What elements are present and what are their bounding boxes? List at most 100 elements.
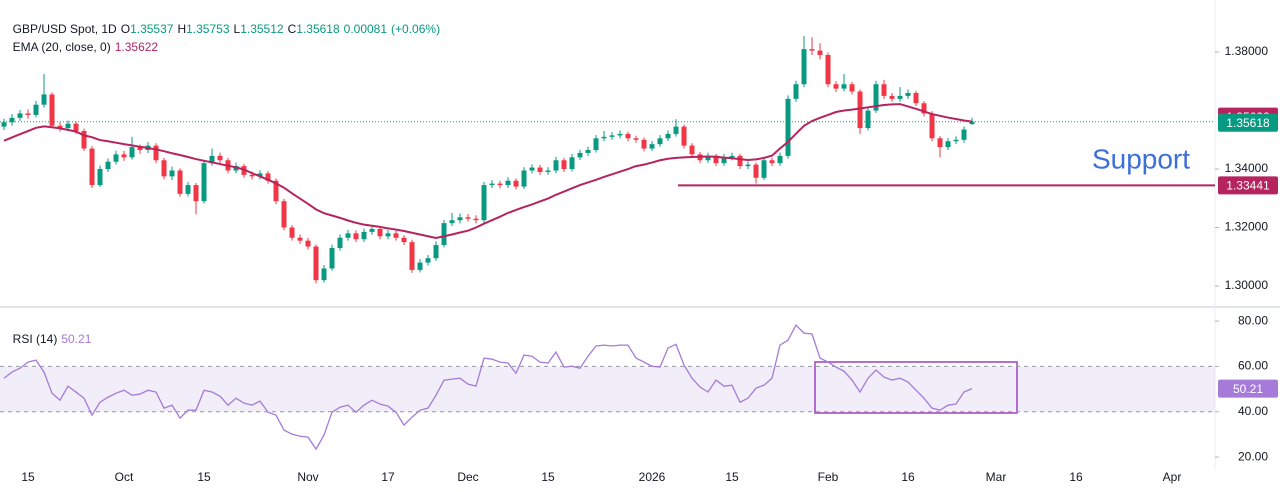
candle-body — [401, 237, 407, 243]
x-tick-label: 15 — [725, 470, 739, 484]
candle-body — [649, 144, 655, 149]
candle-body — [953, 139, 959, 142]
candle-body — [169, 170, 175, 177]
x-tick-label: Nov — [297, 470, 318, 484]
candle-body — [105, 161, 111, 170]
candle-body — [593, 138, 599, 151]
candle-body — [329, 247, 335, 269]
candle-body — [641, 139, 647, 149]
change-value: 0.00081 — [343, 22, 388, 36]
candle-body — [793, 84, 799, 99]
candle-body — [153, 145, 159, 161]
candle-body — [713, 155, 719, 164]
candle-body — [561, 160, 567, 170]
candle-body — [497, 183, 503, 186]
x-tick-label: 16 — [1069, 470, 1083, 484]
candle-body — [633, 138, 639, 140]
price-label: 50.21 — [1233, 382, 1263, 396]
close-value: 1.35618 — [296, 22, 340, 36]
candle-body — [1, 122, 7, 127]
x-tick-label: Oct — [115, 470, 134, 484]
candle-body — [529, 167, 535, 171]
candle-body — [521, 170, 527, 187]
candle-body — [33, 104, 39, 115]
candle-body — [809, 49, 815, 51]
candle-body — [217, 155, 223, 161]
rsi-name: RSI (14) — [12, 332, 58, 346]
candle-body — [249, 174, 255, 177]
candle-body — [345, 233, 351, 238]
price-label-bg — [1218, 379, 1278, 398]
candle-body — [825, 54, 831, 85]
candle-body — [289, 227, 295, 238]
rsi-band — [0, 366, 1215, 412]
candle-body — [489, 183, 495, 186]
candle-body — [417, 262, 423, 270]
candle-body — [873, 84, 879, 111]
x-tick-label: 15 — [21, 470, 35, 484]
candle-body — [273, 180, 279, 202]
symbol: GBP/USD Spot, 1D — [12, 22, 117, 36]
candle-body — [337, 237, 343, 248]
candle-body — [121, 154, 127, 158]
candle-body — [937, 138, 943, 148]
rsi-value: 50.21 — [61, 332, 92, 346]
candle-body — [473, 218, 479, 221]
candle-body — [817, 50, 823, 55]
y-tick-label: 1.34000 — [1225, 161, 1269, 175]
candle-body — [97, 169, 103, 186]
candle-body — [505, 180, 511, 186]
candle-body — [769, 160, 775, 164]
candle-body — [801, 49, 807, 85]
x-tick-label: Feb — [818, 470, 839, 484]
candle-body — [185, 185, 191, 194]
candle-body — [161, 160, 167, 177]
rsi-line — [3, 324, 973, 451]
candle-body — [945, 141, 951, 148]
low-value: 1.35512 — [240, 22, 284, 36]
candle-body — [369, 228, 375, 232]
candle-body — [305, 240, 311, 247]
candle-body — [265, 173, 271, 181]
y-tick-label: 80.00 — [1238, 313, 1268, 327]
candle-body — [353, 233, 359, 240]
y-tick-label: 1.30000 — [1225, 278, 1269, 292]
candle-body — [665, 133, 671, 139]
x-tick-label: Apr — [1163, 470, 1182, 484]
candle-body — [889, 95, 895, 99]
candle-body — [113, 154, 119, 162]
candle-body — [921, 103, 927, 114]
candle-body — [545, 170, 551, 172]
candle-body — [761, 160, 767, 178]
y-tick-label: 40.00 — [1238, 404, 1268, 418]
candle-body — [849, 84, 855, 92]
candle-body — [177, 170, 183, 194]
candle-body — [737, 155, 743, 167]
candle-body — [881, 84, 887, 96]
candle-body — [49, 94, 55, 126]
candle-body — [617, 133, 623, 136]
candle-body — [201, 163, 207, 202]
candle-body — [753, 164, 759, 178]
candle-body — [625, 133, 631, 139]
candle-body — [193, 185, 199, 202]
ema-legend: EMA (20, close, 0) 1.35622 — [6, 26, 162, 54]
candle-body — [553, 160, 559, 171]
prefix: O — [120, 22, 131, 36]
price-label: 1.33441 — [1226, 179, 1270, 193]
candle-body — [905, 92, 911, 96]
candle-body — [537, 167, 543, 172]
candle-body — [745, 164, 751, 167]
candle-body — [777, 155, 783, 164]
candle-body — [585, 150, 591, 153]
highlight-box — [814, 361, 1018, 414]
candle-body — [601, 136, 607, 139]
price-label-bg — [1218, 113, 1278, 132]
candle-body — [865, 110, 871, 129]
y-tick-label: 1.32000 — [1225, 220, 1269, 234]
candle-body — [297, 237, 303, 241]
open-value: 1.35537 — [130, 22, 174, 36]
x-tick-label: 15 — [541, 470, 555, 484]
candle-body — [41, 94, 47, 105]
candle-body — [17, 113, 23, 118]
